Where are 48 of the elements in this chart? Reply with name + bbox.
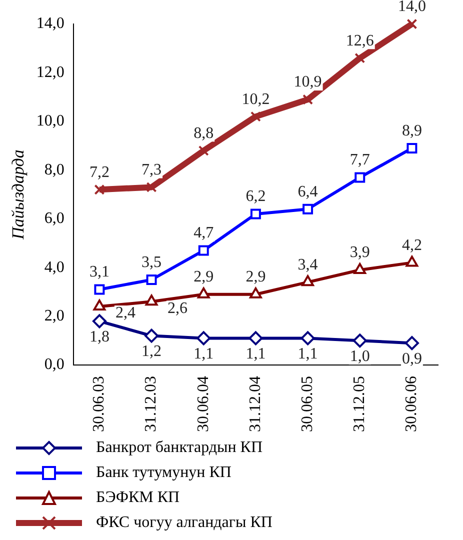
x-tick-label: 30.06.03 — [90, 376, 108, 432]
data-label: 1,2 — [142, 342, 162, 360]
data-label: 2,4 — [115, 304, 136, 322]
data-label: 1,1 — [194, 345, 214, 362]
data-label: 0,9 — [402, 350, 422, 368]
y-tick-label: 10,0 — [36, 112, 64, 130]
data-label: 7,2 — [89, 164, 110, 181]
y-tick-label: 12,0 — [36, 64, 64, 81]
data-label: 3,4 — [298, 256, 318, 274]
data-label: 7,7 — [350, 152, 370, 169]
data-label: 1,0 — [350, 348, 370, 365]
data-label: 1,1 — [298, 345, 318, 362]
data-label: 14,0 — [398, 0, 426, 16]
y-tick-label: 4,0 — [44, 258, 64, 276]
legend-label: Банкрот банктардын КП — [96, 438, 263, 456]
data-label: 3,1 — [89, 264, 110, 281]
y-axis-title: Пайыздарда — [8, 150, 28, 240]
data-label: 6,4 — [298, 183, 318, 200]
data-label: 2,9 — [194, 268, 214, 286]
x-tick-label: 30.06.06 — [403, 376, 420, 432]
data-label: 12,6 — [346, 32, 374, 50]
y-tick-label: 0,0 — [44, 356, 64, 374]
data-label: 1,1 — [246, 345, 266, 362]
legend-label: БЭФКМ КП — [96, 488, 180, 506]
data-label: 10,2 — [242, 90, 270, 108]
x-tick-label: 31.12.05 — [351, 376, 368, 432]
data-label: 6,2 — [246, 188, 266, 206]
data-label: 3,5 — [142, 254, 162, 271]
data-label: 2,6 — [168, 300, 188, 317]
x-tick-label: 31.12.03 — [142, 376, 160, 432]
x-tick-label: 30.06.04 — [194, 376, 212, 432]
data-label: 4,2 — [402, 236, 422, 254]
x-tick-label: 30.06.05 — [298, 376, 316, 432]
y-tick-label: 6,0 — [44, 210, 64, 228]
data-label: 1,8 — [89, 328, 110, 346]
data-label: 2,9 — [246, 268, 266, 286]
data-label: 7,3 — [142, 161, 162, 178]
legend-label: Банк тутумунун КП — [96, 464, 232, 482]
y-tick-label: 8,0 — [44, 161, 64, 178]
legend-label: ФКС чогуу алгандагы КП — [96, 514, 272, 532]
y-tick-label: 14,0 — [36, 15, 64, 32]
data-label: 4,7 — [194, 224, 214, 242]
data-label: 10,9 — [294, 74, 322, 91]
data-label: 8,8 — [194, 124, 214, 142]
data-label: 3,9 — [350, 244, 370, 262]
data-label: 8,9 — [402, 122, 422, 140]
x-tick-label: 31.12.04 — [246, 376, 264, 432]
y-tick-label: 2,0 — [44, 307, 64, 324]
